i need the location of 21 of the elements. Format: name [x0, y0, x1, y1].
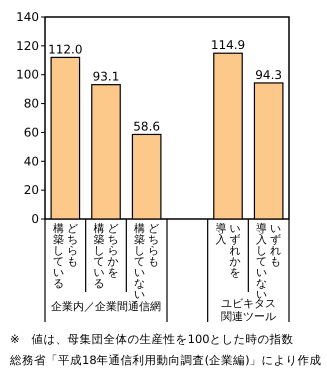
y-tick-label: 0 — [31, 212, 39, 226]
data-label: 58.6 — [133, 119, 160, 134]
data-label: 114.9 — [210, 38, 246, 52]
y-tick-label: 100 — [16, 68, 39, 82]
category-label: どちらも構築していない — [134, 222, 160, 301]
data-label: 93.1 — [92, 70, 120, 84]
data-label: 94.3 — [255, 68, 282, 82]
text: 総務省「平成18年通信利用動向調査(企業編)」により作成 — [9, 353, 322, 367]
text: ※ 値は、母集団全体の生産性を100とした時の指数 — [10, 332, 294, 346]
category-label: どちらかを構築している — [94, 222, 118, 290]
data-label: 112.0 — [48, 42, 83, 56]
category-label: どちらも構築している — [52, 222, 78, 290]
y-tick-label: 120 — [16, 38, 39, 53]
text: 企業内／企業間通信網 — [51, 300, 161, 313]
y-tick-label: 60 — [24, 125, 39, 140]
y-tick-label: 20 — [24, 183, 39, 198]
category-label: いずれかを導入 — [216, 222, 240, 279]
y-tick-label: 80 — [24, 96, 39, 111]
y-tick-label: 40 — [24, 154, 39, 168]
text: ユビキタス関連ツール — [220, 297, 276, 323]
y-tick-label: 140 — [16, 10, 39, 24]
